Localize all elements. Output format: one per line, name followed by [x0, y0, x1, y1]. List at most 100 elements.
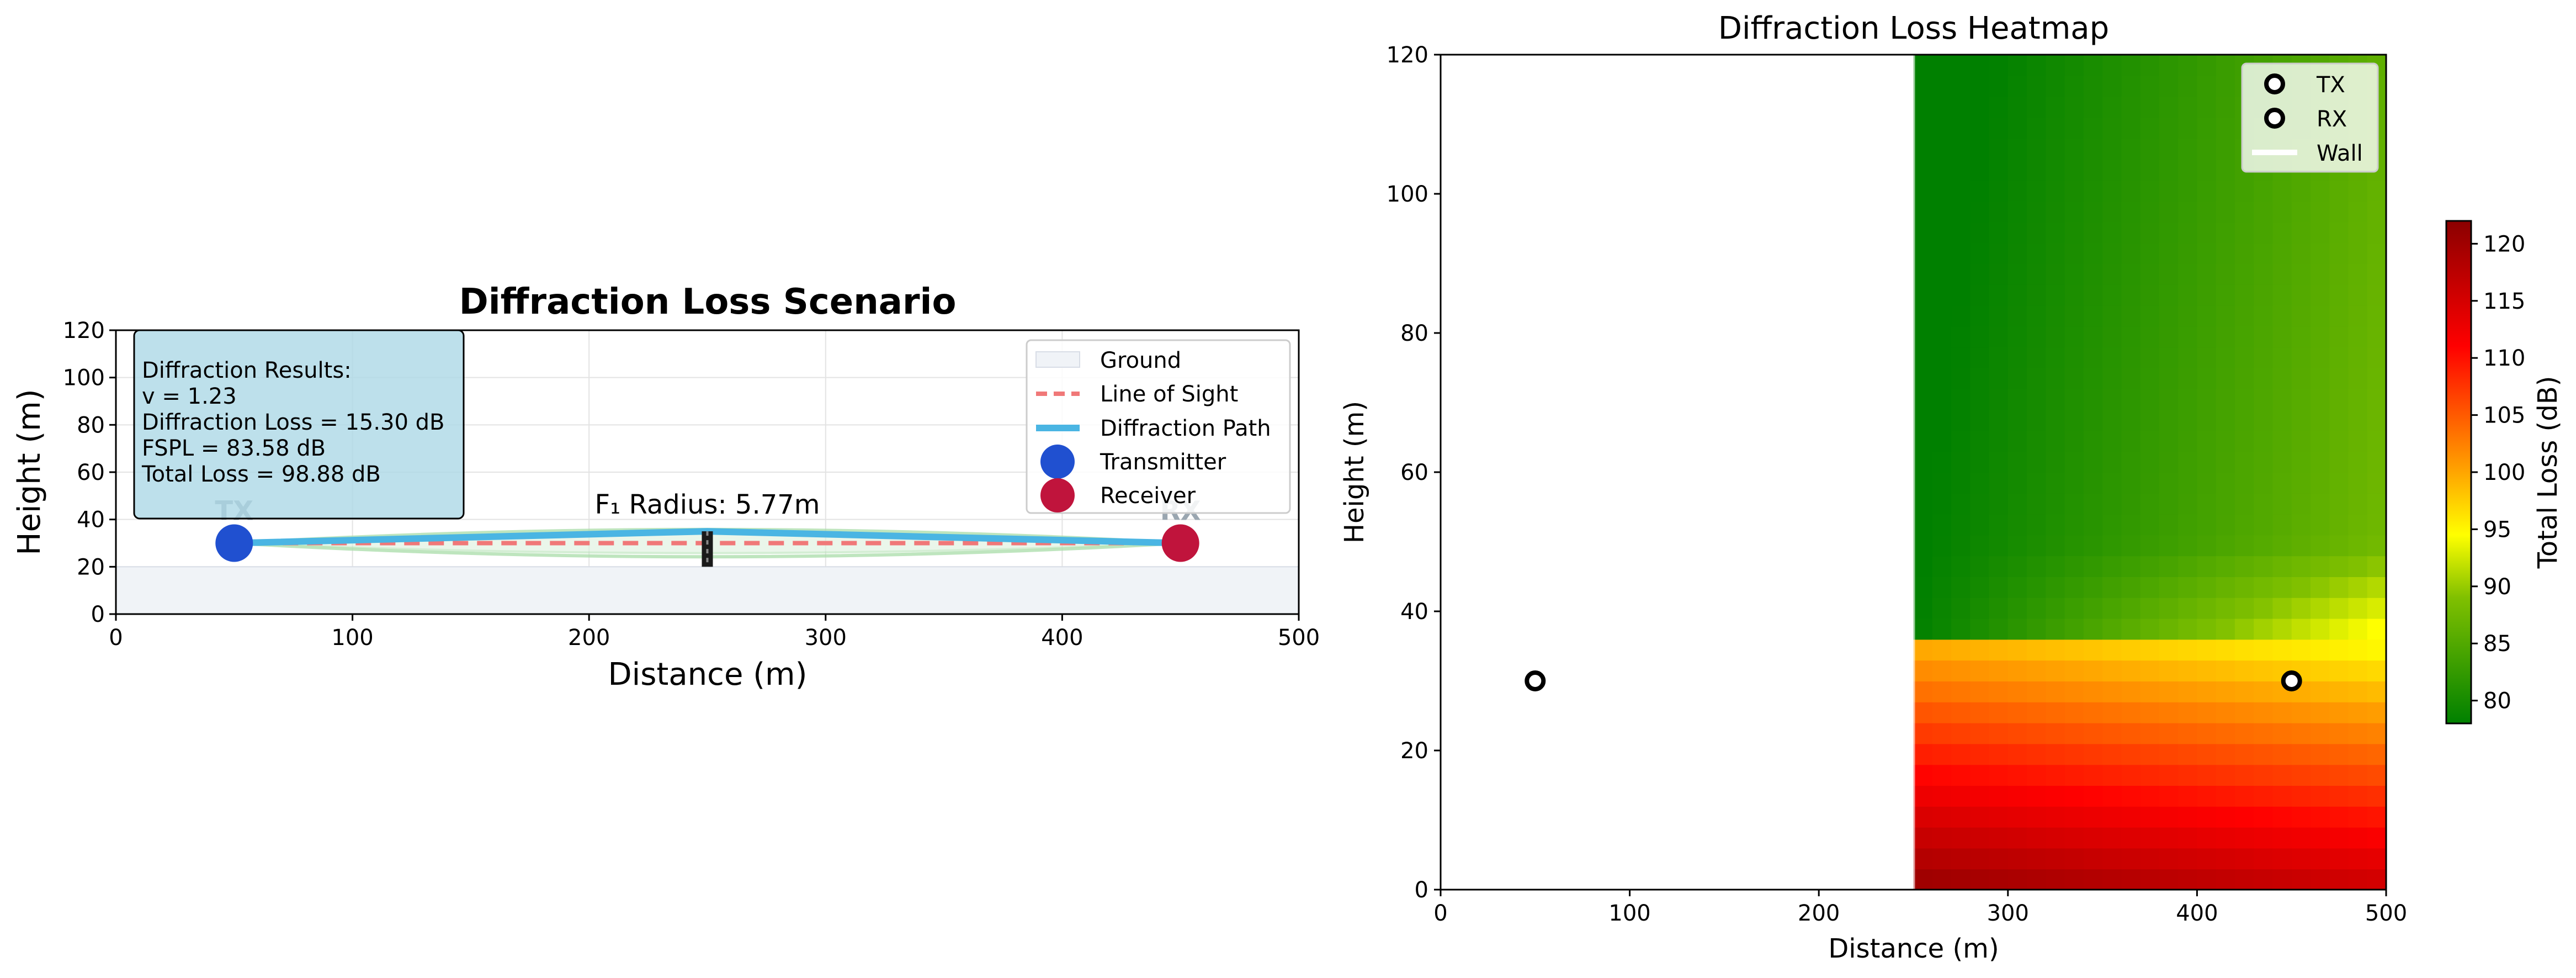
heatmap-cell [2159, 242, 2179, 264]
heatmap-cell [1989, 472, 2009, 494]
heatmap-cell [2083, 764, 2104, 786]
heatmap-cell [2027, 556, 2047, 577]
heatmap-cell [2348, 242, 2368, 264]
heatmap-cell [1989, 722, 2009, 744]
heatmap-cell [1932, 55, 1952, 76]
heatmap-cell [1932, 159, 1952, 181]
heatmap-cell [2178, 701, 2198, 723]
heatmap-cell [1951, 75, 1971, 97]
heatmap-cell [1970, 722, 1990, 744]
heatmap-cell [1970, 75, 1990, 97]
heatmap-cell [2310, 263, 2330, 285]
heatmap-cell [2254, 597, 2274, 619]
heatmap-cell [2254, 305, 2274, 327]
heatmap-cell [2234, 597, 2255, 619]
heatmap-cell [2216, 388, 2235, 410]
heatmap-cell [2216, 159, 2235, 181]
heatmap-cell [1970, 869, 1990, 890]
heatmap-cell [2083, 806, 2104, 828]
heatmap-cell [1913, 388, 1933, 410]
heatmap-cell [2064, 138, 2084, 160]
heatmap-cell [1989, 117, 2009, 139]
heatmap-cell [2046, 472, 2065, 494]
heatmap-cell [2064, 660, 2084, 681]
heatmap-cell [2216, 263, 2235, 285]
heatmap-cell [1932, 848, 1952, 870]
heatmap-cell [2367, 660, 2387, 681]
heatmap-cell [2121, 242, 2141, 264]
heatmap-cell [2102, 514, 2122, 536]
heatmap-cell [2329, 472, 2349, 494]
heatmap-cell [2046, 827, 2065, 849]
heatmap-cell [2254, 639, 2274, 661]
heatmap-cell [2367, 305, 2387, 327]
heatmap-cell [2121, 493, 2141, 515]
heatmap-cell [2083, 701, 2104, 723]
heatmap-cell [2291, 514, 2311, 536]
heatmap-cell [2140, 722, 2160, 744]
heatmap-cell [2178, 55, 2198, 76]
heatmap-cell [2159, 785, 2179, 807]
heatmap-cell [2291, 451, 2311, 473]
heatmap-cell [2367, 806, 2387, 828]
heatmap-cell [2121, 284, 2141, 306]
heatmap-cell [2046, 326, 2065, 348]
heatmap-cell [1932, 514, 1952, 536]
heatmap-cell [1989, 284, 2009, 306]
heatmap-cell [2159, 409, 2179, 431]
heatmap-cell [2234, 535, 2255, 557]
heatmap-cell [2046, 388, 2065, 410]
heatmap-cell [2027, 284, 2047, 306]
heatmap-cell [2197, 96, 2217, 118]
heatmap-cell [2291, 597, 2311, 619]
heatmap-cell [2178, 409, 2198, 431]
heatmap-cell [2291, 368, 2311, 389]
heatmap-cell [2159, 556, 2179, 577]
heatmap-cell [2272, 472, 2292, 494]
heatmap-cell [2272, 179, 2292, 202]
heatmap-cell [2178, 179, 2198, 202]
heatmap-cell [1951, 368, 1971, 389]
heatmap-cell [1989, 179, 2009, 202]
heatmap-cell [1913, 722, 1933, 744]
heatmap-cell [1970, 117, 1990, 139]
heatmap-cell [2102, 388, 2122, 410]
heatmap-cell [1932, 597, 1952, 619]
heatmap-cell [2348, 430, 2368, 452]
heatmap-cell [2046, 869, 2065, 890]
heatmap-cell [2197, 556, 2217, 577]
heatmap-cell [2140, 75, 2160, 97]
heatmap-cell [2367, 409, 2387, 431]
heatmap-cell [2197, 660, 2217, 681]
heatmap-cell [1989, 159, 2009, 181]
heatmap-cell [2027, 701, 2047, 723]
heatmap-cell [2216, 827, 2235, 849]
heatmap-cell [2254, 221, 2274, 244]
heatmap-cell [1932, 827, 1952, 849]
heatmap-cell [2102, 409, 2122, 431]
heatmap-cell [2083, 96, 2104, 118]
heatmap-cell [2197, 430, 2217, 452]
heatmap-cell [2367, 743, 2387, 765]
heatmap-cell [2310, 242, 2330, 264]
heatmap-cell [2102, 743, 2122, 765]
heatmap-cell [2121, 263, 2141, 285]
heatmap-cell [2348, 618, 2368, 640]
heatmap-cell [2083, 493, 2104, 515]
heatmap-cell [2027, 263, 2047, 285]
heatmap-cell [2216, 368, 2235, 389]
heatmap-cell [2216, 242, 2235, 264]
heatmap-cell [2083, 722, 2104, 744]
heatmap-cell [1989, 743, 2009, 765]
heatmap-cell [2348, 639, 2368, 661]
heatmap-cell [2291, 848, 2311, 870]
heatmap-cell [2329, 514, 2349, 536]
colorbar-gradient [2445, 220, 2472, 725]
heatmap-cell [2102, 159, 2122, 181]
heatmap-cell [2348, 827, 2368, 849]
heatmap-cell [2310, 848, 2330, 870]
heatmap-cell [2254, 556, 2274, 577]
heatmap-cell [2159, 660, 2179, 681]
heatmap-cell [2367, 242, 2387, 264]
heatmap-cell [1989, 493, 2009, 515]
